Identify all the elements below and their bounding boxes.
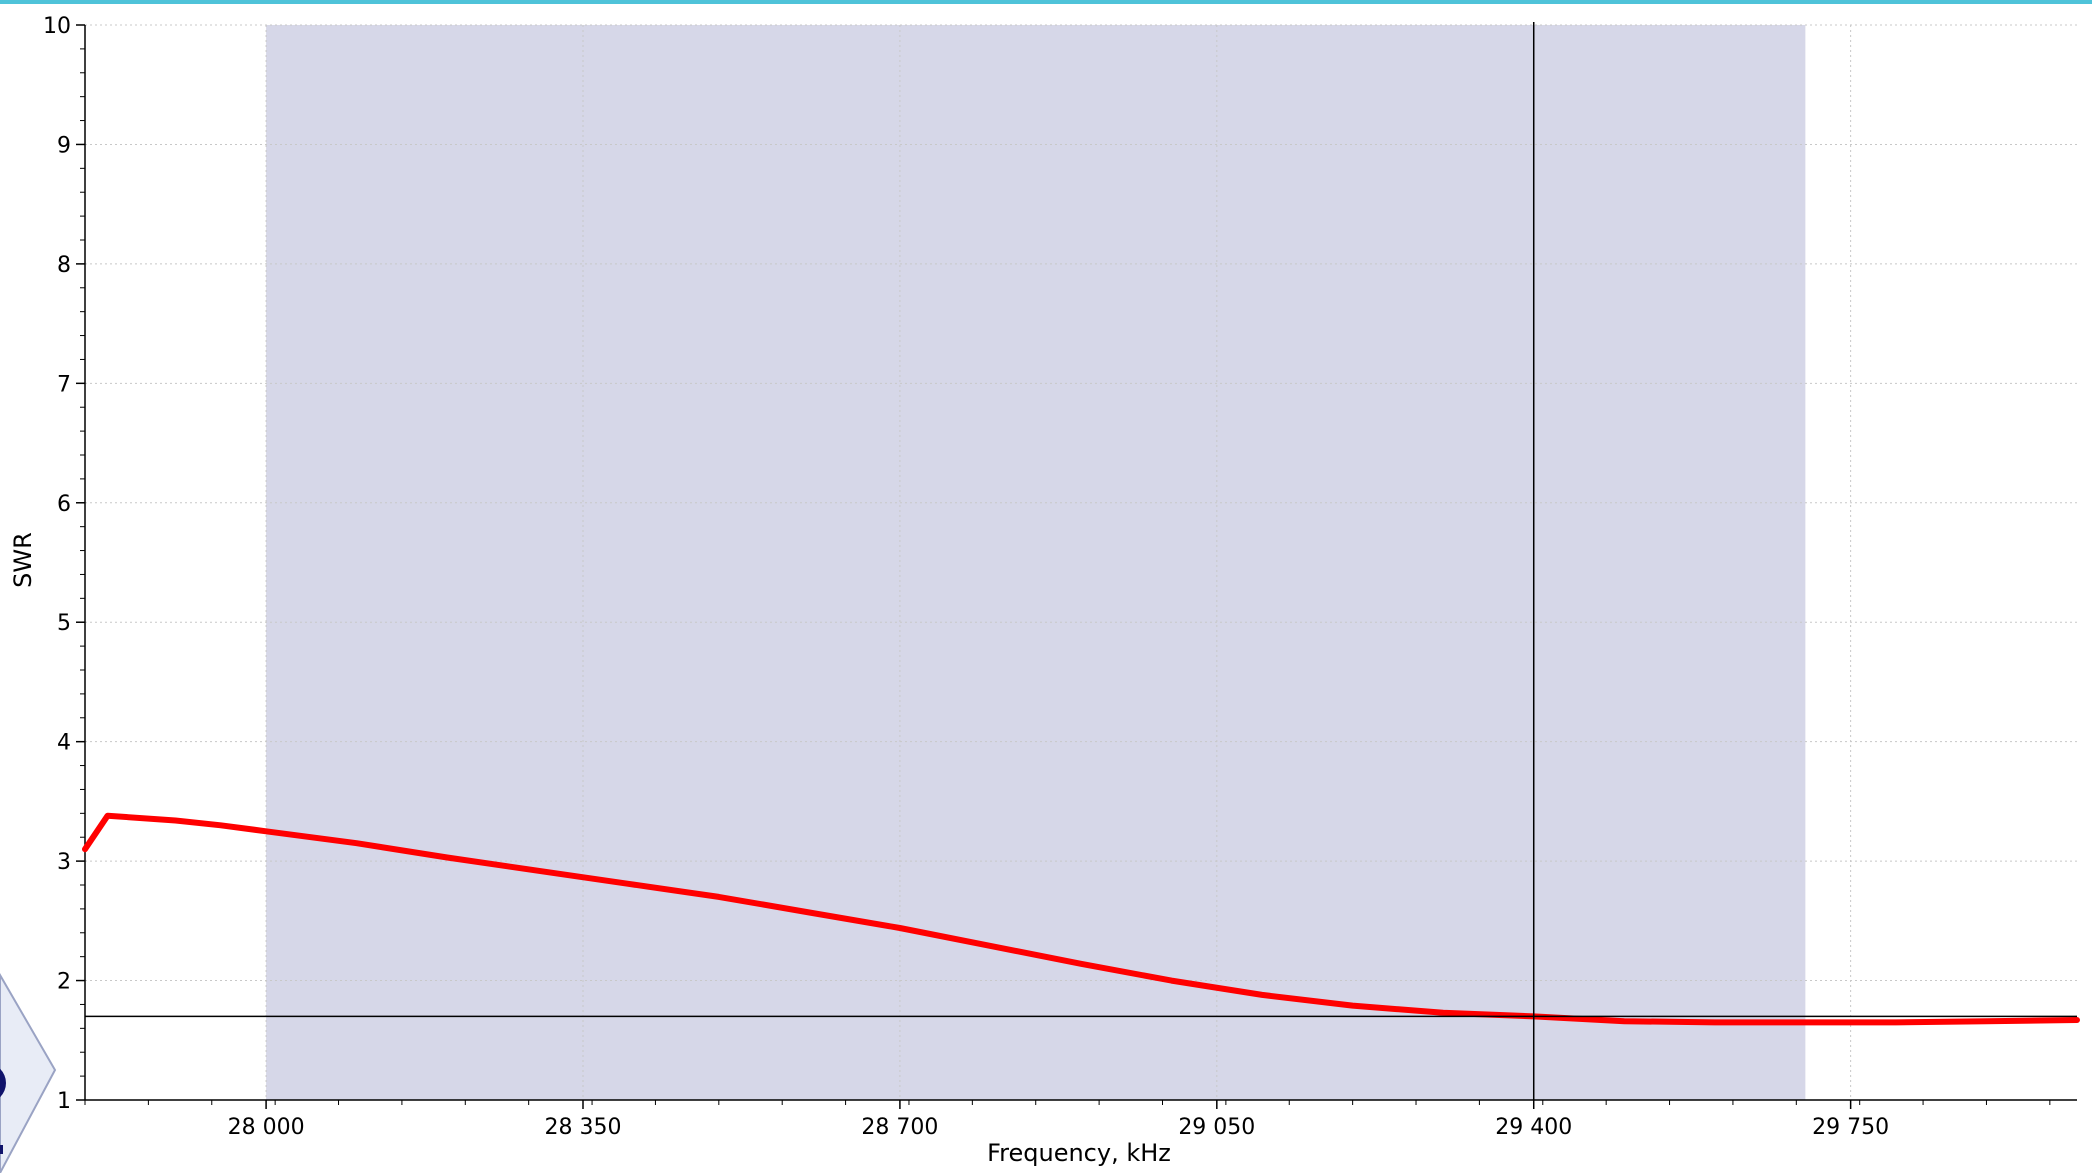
logo-dot xyxy=(0,1068,6,1098)
band-region xyxy=(266,25,1806,1100)
y-tick-label: 4 xyxy=(57,731,71,756)
cursor-layer xyxy=(85,22,2077,1100)
top-accent-bar xyxy=(0,0,2092,4)
logo-mark xyxy=(0,1145,3,1154)
y-tick-label: 3 xyxy=(57,850,71,875)
y-tick-label: 5 xyxy=(57,611,71,636)
x-axis-title: Frequency, kHz xyxy=(987,1139,1171,1167)
y-tick-label: 7 xyxy=(57,372,71,397)
x-tick-label: 28 350 xyxy=(545,1115,622,1140)
app-logo-icon xyxy=(0,973,57,1173)
y-tick-label: 6 xyxy=(57,492,71,517)
y-tick-label: 2 xyxy=(57,970,71,995)
y-tick-label: 10 xyxy=(43,14,71,39)
y-tick-label: 9 xyxy=(57,133,71,158)
band-layer xyxy=(266,25,1806,1100)
grid-layer xyxy=(85,24,2077,1100)
y-tick-label: 1 xyxy=(57,1089,71,1114)
logo-diamond xyxy=(0,973,57,1173)
y-axis-title: SWR xyxy=(9,532,37,588)
x-tick-label: 28 700 xyxy=(861,1115,938,1140)
x-tick-label: 29 050 xyxy=(1178,1115,1255,1140)
series-layer xyxy=(82,812,2080,1026)
x-tick-label: 29 750 xyxy=(1812,1115,1889,1140)
x-tick-label: 29 400 xyxy=(1495,1115,1572,1140)
swr-curve xyxy=(82,812,2080,1026)
labels-layer: Frequency, kHz SWR 1 2 3 4 5 6 7 8 9 10 28 000 28 3… xyxy=(9,14,1889,1167)
x-tick-label: 28 000 xyxy=(228,1115,305,1140)
axes-layer xyxy=(76,24,2077,1109)
y-tick-label: 8 xyxy=(57,253,71,278)
